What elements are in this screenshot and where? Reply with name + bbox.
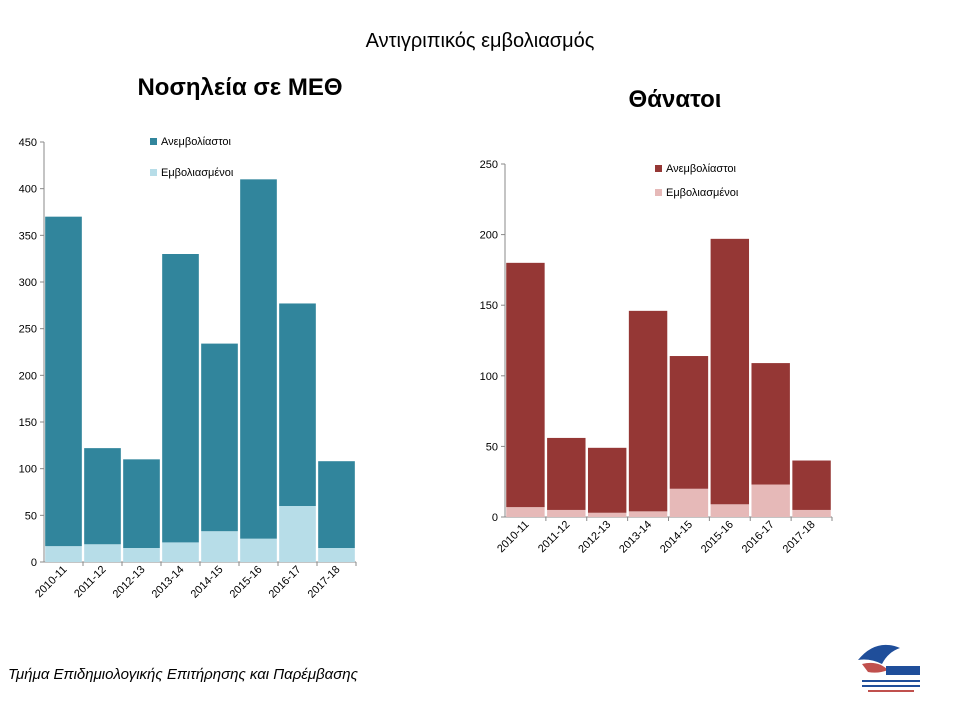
bar-segment-unvaccinated <box>45 216 82 547</box>
bar-segment-vaccinated <box>279 506 316 562</box>
x-tick-label: 2017-18 <box>781 519 818 556</box>
y-tick-label: 150 <box>480 300 498 312</box>
x-tick-label: 2013-14 <box>150 564 187 601</box>
bar-segment-vaccinated <box>547 509 586 517</box>
bar-segment-unvaccinated <box>547 437 586 510</box>
legend-label: Εμβολιασμένοι <box>666 187 739 199</box>
bar-segment-vaccinated <box>318 548 355 562</box>
deaths-chart: 0 50 100 150 200 250 2010-11 2011-12 2012-13 2013… <box>480 159 833 556</box>
y-tick-label: 200 <box>19 370 37 382</box>
icu-chart: 0 50 100 150 200 250 300 350 400 450 2010-11 2011-1… <box>19 136 357 601</box>
bar-segment-vaccinated <box>84 544 121 562</box>
x-tick-label: 2010-11 <box>33 564 69 600</box>
bar-segment-unvaccinated <box>710 238 750 505</box>
bar-segment-unvaccinated <box>751 363 790 485</box>
legend-label: Ανεμβολίαστοι <box>161 136 232 148</box>
bar-segment-unvaccinated <box>279 303 316 506</box>
bar-segment-vaccinated <box>45 546 82 562</box>
bar-segment-unvaccinated <box>506 262 545 508</box>
y-tick-label: 300 <box>19 277 37 289</box>
bar-segment-vaccinated <box>710 504 750 517</box>
y-tick-label: 0 <box>31 557 37 569</box>
legend-label: Εμβολιασμένοι <box>161 167 234 179</box>
legend-swatch <box>150 138 157 145</box>
x-tick-label: 2014-15 <box>189 564 226 601</box>
y-tick-label: 100 <box>480 371 498 383</box>
y-tick-label: 0 <box>492 512 498 524</box>
deaths-chart-title: Θάνατοι <box>628 86 722 113</box>
bar-segment-vaccinated <box>201 531 238 562</box>
y-tick-label: 100 <box>19 464 37 476</box>
icu-chart-title: Νοσηλεία σε ΜΕΘ <box>137 74 343 101</box>
bar-segment-vaccinated <box>628 511 668 517</box>
legend-label: Ανεμβολίαστοι <box>666 163 737 175</box>
y-tick-label: 150 <box>19 417 37 429</box>
bar-segment-vaccinated <box>792 509 831 517</box>
bar-segment-vaccinated <box>587 512 627 517</box>
x-tick-label: 2011-12 <box>72 564 108 600</box>
x-tick-label: 2010-11 <box>495 519 531 555</box>
y-tick-label: 250 <box>480 159 498 171</box>
bar-segment-unvaccinated <box>318 461 355 548</box>
bar-segment-unvaccinated <box>587 447 627 513</box>
bar-segment-unvaccinated <box>84 448 121 545</box>
x-tick-label: 2011-12 <box>536 519 572 555</box>
bar-segment-unvaccinated <box>201 343 238 532</box>
bar-segment-unvaccinated <box>792 460 831 510</box>
bar-segment-unvaccinated <box>162 254 199 543</box>
keelpno-logo <box>848 630 930 706</box>
bar-segment-vaccinated <box>162 542 199 562</box>
x-tick-label: 2017-18 <box>306 564 343 601</box>
bar-segment-unvaccinated <box>123 459 160 548</box>
bar-segment-vaccinated <box>506 507 545 517</box>
page-title: Αντιγριπικός εμβολιασμός <box>365 30 595 52</box>
y-tick-label: 350 <box>19 230 37 242</box>
x-tick-label: 2013-14 <box>617 519 654 556</box>
x-tick-label: 2012-13 <box>111 564 148 601</box>
bar-segment-unvaccinated <box>669 356 709 489</box>
x-tick-label: 2016-17 <box>740 519 777 556</box>
bar-segment-unvaccinated <box>628 310 668 512</box>
bar-segment-vaccinated <box>240 538 277 562</box>
y-tick-label: 50 <box>25 510 37 522</box>
y-tick-label: 50 <box>486 441 498 453</box>
x-tick-label: 2016-17 <box>267 564 304 601</box>
bar-segment-unvaccinated <box>240 179 277 539</box>
y-tick-label: 450 <box>19 137 37 149</box>
legend-swatch <box>655 165 662 172</box>
bar-segment-vaccinated <box>123 548 160 562</box>
footer-department: Τμήμα Επιδημιολογικής Επιτήρησης και Παρ… <box>8 666 358 683</box>
y-tick-label: 200 <box>480 230 498 242</box>
y-tick-label: 400 <box>19 184 37 196</box>
x-tick-label: 2014-15 <box>658 519 695 556</box>
x-tick-label: 2012-13 <box>576 519 613 556</box>
x-tick-label: 2015-16 <box>699 519 736 556</box>
legend-swatch <box>150 169 157 176</box>
x-tick-label: 2015-16 <box>228 564 265 601</box>
bar-segment-vaccinated <box>751 484 790 517</box>
legend-swatch <box>655 189 662 196</box>
y-tick-label: 250 <box>19 324 37 336</box>
bar-segment-vaccinated <box>669 488 709 517</box>
